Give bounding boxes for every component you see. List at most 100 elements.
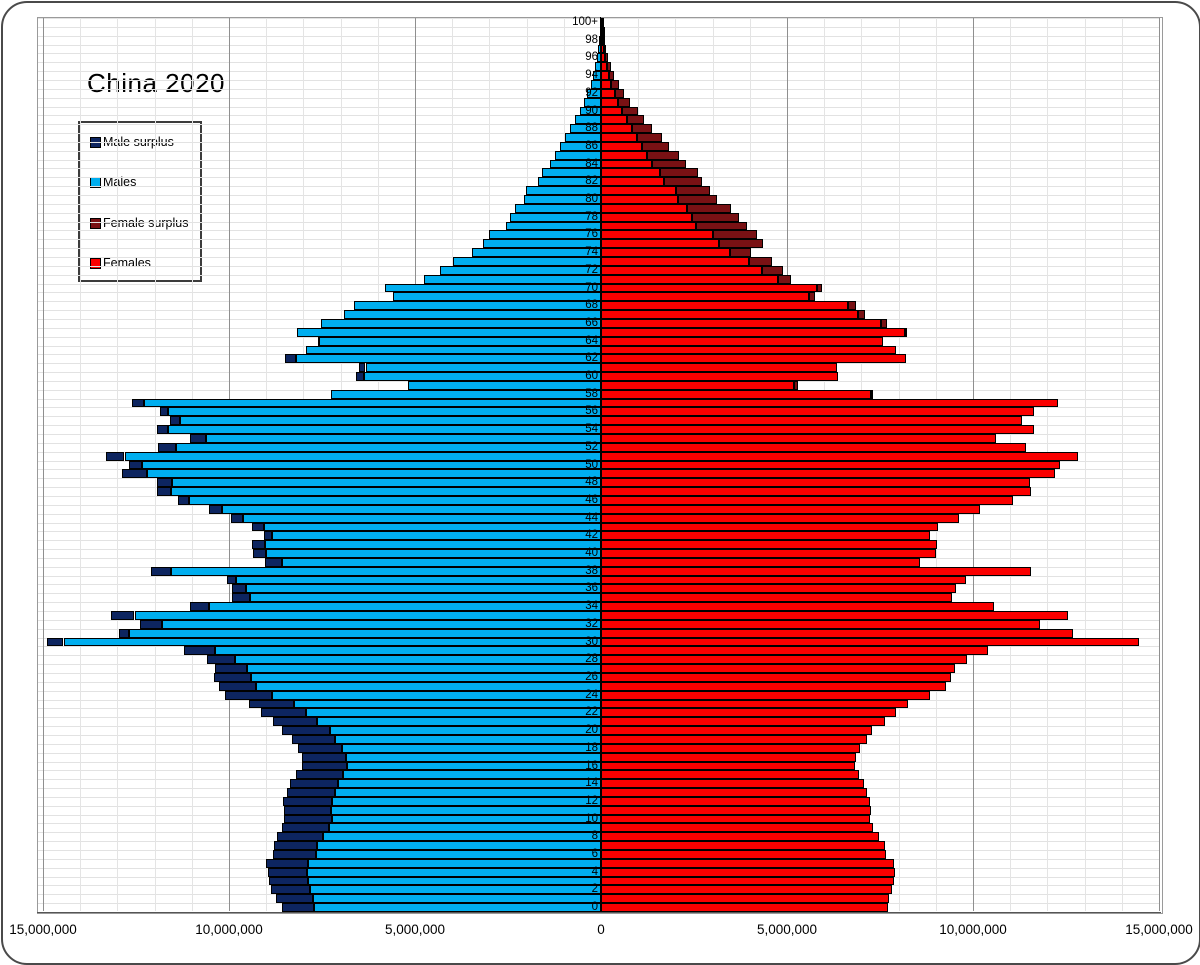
bar-female-surplus-age-75 [718,239,763,248]
bar-males-age-42 [272,531,601,540]
bar-males-age-19 [335,735,601,744]
x-tick-label: 15,000,000 [1125,922,1193,937]
bar-female-surplus-age-67 [858,310,865,319]
age-label-84: 84 [585,158,598,170]
bar-females-age-53 [601,434,997,443]
bar-females-age-14 [601,779,865,788]
age-label-32: 32 [585,618,598,630]
age-label-60: 60 [585,370,598,382]
bar-female-surplus-age-93 [611,80,619,89]
bar-female-surplus-age-94 [608,71,615,80]
bar-males-age-53 [205,434,601,443]
h-gridline [38,18,1160,19]
bar-male-surplus-age-26 [214,673,251,682]
bar-male-surplus-age-30 [46,638,64,646]
bar-male-surplus-age-21 [272,717,318,726]
bar-females-age-72 [601,266,763,275]
age-label-16: 16 [585,760,598,772]
bar-females-age-26 [601,673,952,682]
bar-male-surplus-age-5 [266,859,308,868]
bar-male-surplus-age-31 [119,629,129,638]
bar-males-age-41 [264,540,601,549]
bar-males-age-71 [424,275,601,284]
bar-females-age-24 [601,691,930,700]
bar-females-age-3 [601,877,895,885]
bar-female-surplus-age-89 [626,115,645,124]
bar-male-surplus-age-15 [296,770,343,779]
bar-female-surplus-age-80 [678,195,717,204]
bar-females-age-16 [601,762,856,770]
bar-females-age-34 [601,602,994,611]
bar-females-age-65 [601,328,905,337]
bar-male-surplus-age-39 [265,558,282,567]
bar-females-age-29 [601,646,988,655]
bar-females-age-70 [601,284,818,292]
bar-females-age-47 [601,487,1031,496]
bar-females-age-68 [601,301,848,310]
legend-item-female-surplus: Female surplus [90,216,188,230]
bar-female-surplus-age-91 [618,98,630,107]
bar-female-surplus-age-78 [692,213,739,222]
bar-males-age-47 [171,487,601,496]
bar-males-age-7 [317,841,601,850]
bar-males-age-9 [329,823,601,832]
bar-females-age-82 [601,177,664,186]
bar-females-age-23 [601,700,909,708]
bar-males-age-32 [162,620,601,629]
bar-male-surplus-age-25 [218,682,257,691]
age-label-64: 64 [585,335,598,347]
age-label-54: 54 [585,423,598,435]
bar-females-age-80 [601,195,678,204]
bar-males-age-49 [147,469,601,478]
bar-females-age-59 [601,381,795,390]
bar-females-age-12 [601,797,870,806]
bar-females-age-1 [601,894,889,903]
bar-males-age-38 [171,567,601,576]
bar-male-surplus-age-52 [157,443,177,452]
age-label-88: 88 [585,122,598,134]
bar-females-age-45 [601,505,981,514]
age-label-28: 28 [585,653,598,665]
bar-males-age-40 [265,549,601,558]
bar-females-age-63 [601,346,896,354]
age-label-2: 2 [591,883,598,895]
females-swatch-icon [90,257,101,269]
bar-males-age-51 [124,452,601,461]
bar-females-age-2 [601,885,892,894]
bar-males-age-34 [208,602,601,611]
bar-females-age-8 [601,832,879,841]
bar-females-age-37 [601,576,966,584]
bar-females-age-11 [601,806,872,815]
bar-females-age-88 [601,124,632,133]
bar-male-surplus-age-45 [209,505,222,514]
bar-females-age-79 [601,204,687,213]
age-label-98: 98 [585,34,598,46]
bar-females-age-81 [601,186,677,195]
bar-male-surplus-age-54 [156,425,168,434]
age-label-38: 38 [585,565,598,577]
bar-females-age-74 [601,248,731,257]
bar-males-age-26 [250,673,601,682]
bar-males-age-24 [272,691,601,700]
v-gridline [117,18,118,911]
age-label-72: 72 [585,264,598,276]
x-tick-label: 10,000,000 [939,922,1007,937]
bar-females-age-54 [601,425,1034,434]
h-gridline [38,27,1160,28]
age-label-6: 6 [591,848,598,860]
bar-male-surplus-age-61 [359,363,366,372]
v-gridline [43,18,44,911]
bar-female-surplus-age-79 [686,204,731,213]
bar-female-surplus-age-82 [663,177,702,186]
bar-females-age-19 [601,735,867,744]
age-label-20: 20 [585,724,598,736]
bar-females-age-60 [601,372,839,381]
bar-females-age-61 [601,363,837,372]
bar-male-surplus-age-19 [291,735,336,744]
bar-male-surplus-age-47 [157,487,172,496]
bar-females-age-6 [601,850,886,859]
bottom-axis-line [37,912,1161,913]
bar-males-age-63 [306,346,601,354]
bar-males-age-44 [242,514,601,523]
bar-male-surplus-age-34 [189,602,209,611]
